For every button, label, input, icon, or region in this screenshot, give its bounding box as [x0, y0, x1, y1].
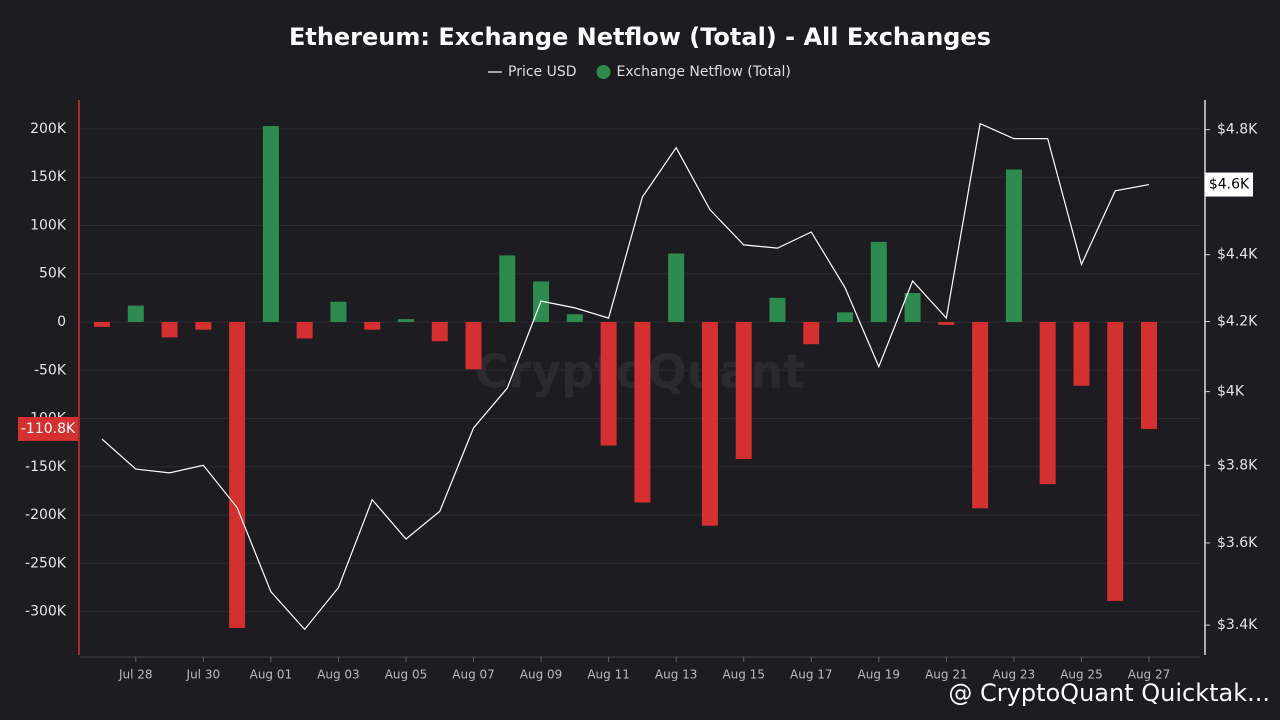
crosshair-label: $4.6K [1209, 177, 1250, 193]
y2-tick-label: $4K [1217, 384, 1245, 400]
x-tick-label: Jul 30 [186, 668, 221, 682]
bar [904, 293, 921, 322]
bar [870, 241, 887, 322]
bar [1141, 322, 1157, 429]
legend-label: Price USD [508, 64, 577, 80]
x-tick-label: Aug 01 [250, 668, 293, 682]
bar [634, 322, 651, 503]
y-tick-label: 0 [57, 314, 66, 330]
bar [465, 322, 482, 370]
y-tick-label: -50K [34, 362, 67, 378]
bar [229, 322, 246, 628]
x-tick-label: Aug 09 [520, 668, 563, 682]
x-tick-label: Aug 07 [452, 668, 495, 682]
y2-tick-label: $4.8K [1217, 122, 1258, 138]
y-tick-label: -300K [25, 604, 67, 620]
bar [1039, 322, 1056, 485]
y-tick-label: 150K [30, 169, 67, 185]
crosshair-label-box [1205, 172, 1253, 197]
y-tick-label: -250K [25, 555, 67, 571]
y2-tick-label: $3.4K [1217, 617, 1258, 633]
bar [1005, 169, 1022, 322]
bar [1073, 322, 1090, 386]
bar [94, 322, 110, 327]
bar [262, 126, 279, 322]
x-tick-label: Aug 17 [790, 668, 833, 682]
bar [330, 301, 347, 322]
bar [397, 319, 414, 322]
bar [701, 322, 718, 526]
bar [364, 322, 381, 330]
y-tick-label: 200K [30, 121, 67, 137]
legend-swatch [596, 65, 611, 79]
bar [161, 322, 178, 338]
x-tick-label: Aug 15 [722, 668, 765, 682]
y-tick-label: 100K [30, 217, 67, 233]
bar [127, 305, 144, 322]
y-tick-label: 50K [39, 266, 67, 282]
bar [769, 297, 786, 322]
x-tick-label: Aug 13 [655, 668, 698, 682]
crosshair-label-box [18, 416, 78, 441]
x-tick-label: Aug 25 [1060, 668, 1103, 682]
bar [837, 312, 854, 322]
x-tick-label: Aug 23 [993, 668, 1036, 682]
bar [972, 322, 989, 509]
bar [600, 322, 617, 446]
bar [803, 322, 820, 345]
y2-tick-label: $3.8K [1217, 457, 1258, 473]
bar [938, 322, 955, 325]
price-line [101, 122, 1150, 631]
y-tick-label: -200K [25, 507, 67, 523]
crosshair-label: -110.8K [21, 421, 76, 437]
legend-label: Exchange Netflow (Total) [617, 64, 791, 80]
y2-tick-label: $4.4K [1217, 247, 1258, 263]
y2-tick-label: $3.6K [1217, 535, 1258, 551]
y2-tick-label: $4.2K [1217, 313, 1258, 329]
bar [195, 322, 212, 330]
bar [296, 322, 313, 339]
x-tick-label: Aug 21 [925, 668, 968, 682]
bar [499, 255, 516, 322]
x-tick-label: Aug 11 [587, 668, 630, 682]
x-tick-label: Aug 03 [317, 668, 360, 682]
bar [668, 253, 685, 322]
footer: @ CryptoQuant Quicktak... [948, 679, 1270, 707]
bar [735, 322, 752, 460]
x-tick-label: Jul 28 [118, 668, 153, 682]
x-tick-label: Aug 05 [385, 668, 428, 682]
bar [431, 322, 448, 342]
x-tick-label: Aug 19 [858, 668, 901, 682]
bar [1107, 322, 1124, 601]
bar [566, 314, 583, 322]
x-tick-label: Aug 27 [1128, 668, 1171, 682]
chart-title: Ethereum: Exchange Netflow (Total) - All… [289, 23, 991, 51]
y-tick-label: -150K [25, 459, 67, 475]
